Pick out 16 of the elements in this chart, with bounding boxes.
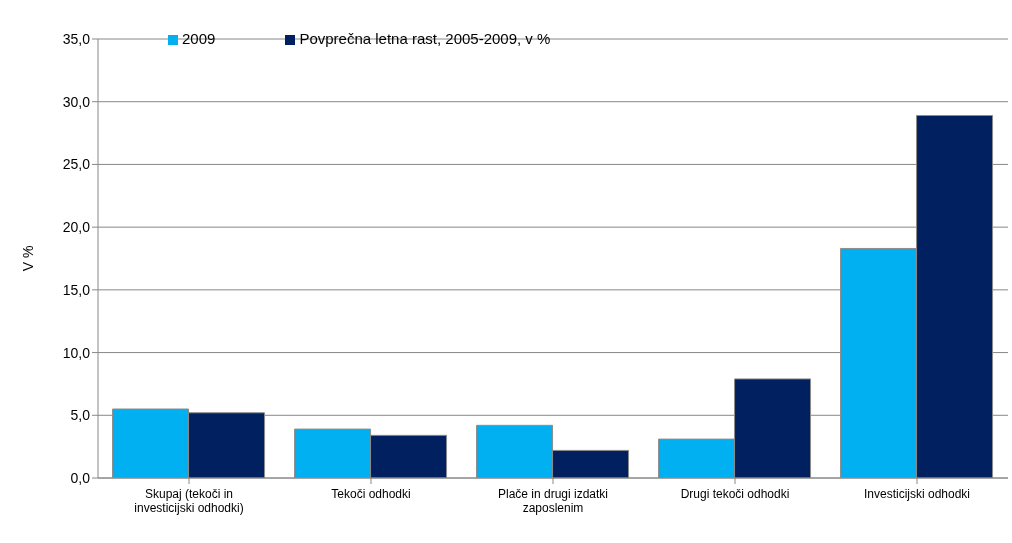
y-tick-label: 10,0: [62, 344, 91, 361]
y-tick-label: 30,0: [62, 93, 91, 110]
x-tick-label: Investicijski odhodki: [863, 487, 971, 501]
y-tick-label: 20,0: [62, 219, 91, 236]
y-tick-label: 35,0: [62, 30, 91, 47]
x-tick-label: Drugi tekoči odhodki: [680, 487, 790, 501]
y-tick-label: 15,0: [62, 281, 91, 298]
y-axis-title: V %: [19, 245, 36, 272]
x-tick-label: Plače in drugi izdatki zaposlenim: [497, 487, 609, 515]
x-tick-label: Tekoči odhodki: [331, 487, 411, 501]
legend-label: Povprečna letna rast, 2005-2009, v %: [299, 30, 551, 47]
legend-label: 2009: [182, 30, 216, 47]
y-tick-label: 5,0: [70, 407, 91, 424]
y-tick-label: 0,0: [70, 469, 91, 486]
y-tick-label: 25,0: [62, 156, 91, 173]
x-tick-label: Skupaj (tekoči in investicijski odhodki): [134, 487, 244, 515]
